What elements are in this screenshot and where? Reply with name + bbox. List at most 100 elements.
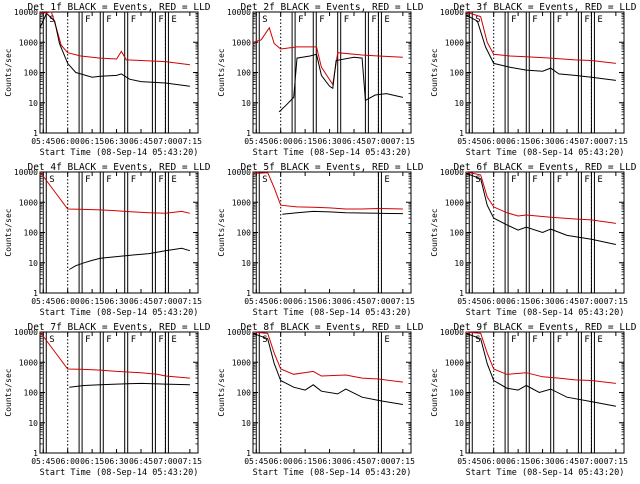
y-axis-label: Counts/sec <box>217 48 226 96</box>
y-tick-label: 10000 <box>14 328 38 337</box>
event-marker-letter: F <box>106 15 111 25</box>
y-axis-label: Counts/sec <box>217 208 226 256</box>
x-tick-label: 07:00 <box>579 137 603 146</box>
x-tick-label: 06:00 <box>269 137 293 146</box>
detector-panel: Det 4f BLACK = Events, RED = LLD 1 10 100 10… <box>4 162 211 318</box>
detector-panel: Det 2f BLACK = Events, RED = LLD 1 10 100 10… <box>217 2 424 158</box>
event-marker-letter: F <box>532 335 537 345</box>
event-marker-letter: F <box>557 15 562 25</box>
panel-title: Det 2f BLACK = Events, RED = LLD <box>240 2 423 13</box>
x-tick-label: 05:45 <box>31 457 55 466</box>
x-tick-label: 06:45 <box>129 297 153 306</box>
y-tick-label: 1 <box>246 449 251 458</box>
x-tick-label: 06:00 <box>56 457 80 466</box>
x-tick-label: 06:15 <box>506 457 530 466</box>
detector-panel: Det 9f BLACK = Events, RED = LLD 1 10 100 10… <box>430 322 637 478</box>
x-tick-label: 07:00 <box>153 137 177 146</box>
y-tick-label: 1000 <box>19 358 38 367</box>
x-tick-label: 05:45 <box>244 457 268 466</box>
plot-frame <box>39 11 199 134</box>
x-tick-label: 06:45 <box>129 457 153 466</box>
x-tick-label: 06:30 <box>105 297 129 306</box>
x-tick-label: 07:00 <box>366 297 390 306</box>
event-marker-letter: E <box>171 15 176 25</box>
event-marker-letter: F <box>532 15 537 25</box>
y-tick-label: 100 <box>237 229 252 238</box>
x-tick-label: 06:30 <box>531 457 555 466</box>
y-axis-label: Counts/sec <box>217 368 226 416</box>
x-axis-label: Start Time (08-Sep-14 05:43:20) <box>253 308 412 318</box>
event-marker-letter: F <box>584 15 589 25</box>
y-tick-label: 1 <box>459 449 464 458</box>
y-tick-label: 1000 <box>19 198 38 207</box>
y-tick-label: 1 <box>246 289 251 298</box>
y-tick-label: 100 <box>24 229 39 238</box>
lld-series-line <box>252 26 403 86</box>
x-tick-label: 06:30 <box>105 137 129 146</box>
x-tick-label: 06:00 <box>482 137 506 146</box>
event-marker-letter: F <box>131 175 136 185</box>
event-marker-letter: E <box>597 15 602 25</box>
event-marker-letter: F <box>319 15 324 25</box>
event-marker-letter: F <box>557 335 562 345</box>
event-marker-letter: S <box>262 15 267 25</box>
event-marker-letter: S <box>49 15 54 25</box>
event-marker-letter: E <box>384 175 389 185</box>
event-marker-letter: S <box>475 15 480 25</box>
event-marker-letter: F <box>106 335 111 345</box>
y-tick-label: 1 <box>459 289 464 298</box>
y-tick-label: 100 <box>450 389 465 398</box>
x-axis-label: Start Time (08-Sep-14 05:43:20) <box>253 148 412 158</box>
x-tick-label: 05:45 <box>31 297 55 306</box>
y-axis-label: Counts/sec <box>430 368 439 416</box>
y-tick-label: 100 <box>237 389 252 398</box>
x-tick-label: 07:00 <box>366 457 390 466</box>
detector-panel: Det 3f BLACK = Events, RED = LLD 1 10 100 10… <box>430 2 637 158</box>
y-tick-label: 10 <box>241 419 251 428</box>
lld-series-line <box>39 331 190 379</box>
lld-series-line <box>465 331 616 384</box>
plot-frame <box>39 331 199 454</box>
x-tick-label: 07:15 <box>604 137 628 146</box>
x-tick-label: 06:45 <box>342 137 366 146</box>
event-marker-letter: F <box>511 335 516 345</box>
x-tick-label: 07:15 <box>391 297 415 306</box>
x-tick-label: 06:30 <box>105 457 129 466</box>
detector-panel: Det 5f BLACK = Events, RED = LLD 1 10 100 10… <box>217 162 424 318</box>
x-axis-label: Start Time (08-Sep-14 05:43:20) <box>40 148 199 158</box>
event-marker-letter: F <box>532 175 537 185</box>
event-marker-letter: E <box>171 175 176 185</box>
x-axis-label: Start Time (08-Sep-14 05:43:20) <box>466 468 625 478</box>
x-tick-label: 06:00 <box>482 297 506 306</box>
x-axis-label: Start Time (08-Sep-14 05:43:20) <box>466 148 625 158</box>
event-marker-letter: S <box>49 175 54 185</box>
y-tick-label: 1 <box>459 129 464 138</box>
event-marker-letter: S <box>49 335 54 345</box>
event-marker-letter: F <box>131 335 136 345</box>
lld-series-line <box>465 171 616 224</box>
x-tick-label: 06:45 <box>342 457 366 466</box>
x-tick-label: 06:15 <box>293 137 317 146</box>
x-tick-label: 05:45 <box>457 297 481 306</box>
event-marker-letter: F <box>511 15 516 25</box>
panel-title: Det 6f BLACK = Events, RED = LLD <box>453 162 636 173</box>
y-tick-label: 1 <box>33 129 38 138</box>
events-series-line <box>465 14 616 81</box>
y-tick-label: 1000 <box>232 198 251 207</box>
detector-panel: Det 7f BLACK = Events, RED = LLD 1 10 100 10… <box>4 322 211 478</box>
y-tick-label: 10 <box>454 99 464 108</box>
events-series-line <box>252 332 403 405</box>
event-marker-letter: S <box>475 175 480 185</box>
plot-frame <box>252 11 412 134</box>
y-tick-label: 100 <box>450 229 465 238</box>
x-tick-label: 06:45 <box>555 457 579 466</box>
x-tick-label: 06:30 <box>318 457 342 466</box>
events-series-line <box>69 382 190 388</box>
event-marker-letter: S <box>262 175 267 185</box>
y-tick-label: 1000 <box>445 198 464 207</box>
y-tick-label: 1000 <box>232 38 251 47</box>
lld-series-line <box>252 172 403 210</box>
panel-title: Det 4f BLACK = Events, RED = LLD <box>27 162 210 173</box>
plot-frame <box>465 171 625 294</box>
panel-title: Det 8f BLACK = Events, RED = LLD <box>240 322 423 333</box>
